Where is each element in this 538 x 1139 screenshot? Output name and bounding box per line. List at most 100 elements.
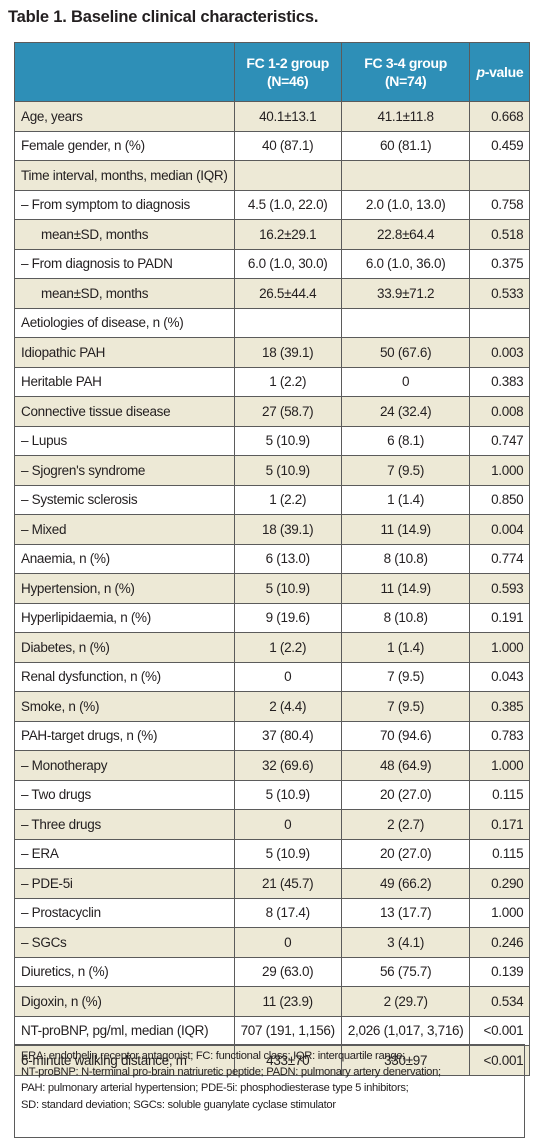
header-empty-cell — [14, 42, 235, 102]
fc34-value-cell: 330±97 — [340, 1045, 471, 1076]
table-row: Idiopathic PAH 18 (39.1) 50 (67.6) 0.003 — [14, 337, 531, 368]
fc12-value-cell: 4.5 (1.0, 22.0) — [233, 189, 342, 220]
row-label-cell: – Sjogren's syndrome — [14, 455, 235, 486]
row-label-cell: Time interval, months, median (IQR) — [14, 160, 235, 191]
table-row: Renal dysfunction, n (%) 0 7 (9.5) 0.043 — [14, 661, 531, 692]
fc34-value-cell: 11 (14.9) — [340, 514, 471, 545]
fc12-value-cell: 6.0 (1.0, 30.0) — [233, 248, 342, 279]
row-label-cell: – Lupus — [14, 425, 235, 456]
footnote-line: NT-proBNP: N-terminal pro-brain natriure… — [21, 1066, 441, 1079]
fc34-value-cell: 33.9±71.2 — [340, 278, 471, 309]
fc12-value-cell: 1 (2.2) — [233, 632, 342, 663]
row-label-cell: – ERA — [14, 838, 235, 869]
table-row: mean±SD, months 26.5±44.4 33.9±71.2 0.533 — [14, 278, 531, 309]
row-label-cell: Hypertension, n (%) — [14, 573, 235, 604]
p-value-cell: 0.004 — [469, 514, 531, 545]
fc12-value-cell: 707 (191, 1,156) — [233, 1015, 342, 1046]
fc12-value-cell: 40.1±13.1 — [233, 101, 342, 132]
fc12-value-cell: 5 (10.9) — [233, 838, 342, 869]
fc34-value-cell: 50 (67.6) — [340, 337, 471, 368]
p-value-cell: 0.459 — [469, 130, 531, 161]
table-footnote: ERA: endothelin receptor antagonist; FC:… — [14, 1044, 525, 1138]
p-value-cell: 0.115 — [469, 838, 531, 869]
row-label-cell: Hyperlipidaemia, n (%) — [14, 602, 235, 633]
p-value-cell — [469, 160, 531, 191]
table-header-row: FC 1-2 group (N=46) FC 3-4 group (N=74) … — [14, 42, 531, 102]
table-row: – PDE-5i 21 (45.7) 49 (66.2) 0.290 — [14, 868, 531, 899]
fc34-value-cell: 1 (1.4) — [340, 484, 471, 515]
header-fc12-line2: (N=46) — [267, 73, 309, 89]
table-row: – Prostacyclin 8 (17.4) 13 (17.7) 1.000 — [14, 897, 531, 928]
row-label-cell: – Prostacyclin — [14, 897, 235, 928]
p-value-cell: 0.043 — [469, 661, 531, 692]
fc12-value-cell: 433±70 — [233, 1045, 342, 1076]
p-value-cell: 0.383 — [469, 366, 531, 397]
p-value-cell: 0.533 — [469, 278, 531, 309]
table-row: – Sjogren's syndrome 5 (10.9) 7 (9.5) 1.000 — [14, 455, 531, 486]
table-row: – Monotherapy 32 (69.6) 48 (64.9) 1.000 — [14, 750, 531, 781]
row-label-cell: – SGCs — [14, 927, 235, 958]
fc34-value-cell: 8 (10.8) — [340, 602, 471, 633]
p-value-cell: 1.000 — [469, 455, 531, 486]
fc12-value-cell: 9 (19.6) — [233, 602, 342, 633]
row-label-cell: – From diagnosis to PADN — [14, 248, 235, 279]
fc12-value-cell: 32 (69.6) — [233, 750, 342, 781]
table-row: – Systemic sclerosis 1 (2.2) 1 (1.4) 0.850 — [14, 484, 531, 515]
fc34-value-cell: 7 (9.5) — [340, 691, 471, 722]
fc34-value-cell: 0 — [340, 366, 471, 397]
p-value-cell: 0.783 — [469, 720, 531, 751]
row-label-cell: – Three drugs — [14, 809, 235, 840]
table-row: Heritable PAH 1 (2.2) 0 0.383 — [14, 366, 531, 397]
p-value-cell: 0.747 — [469, 425, 531, 456]
row-label-cell: Age, years — [14, 101, 235, 132]
table-row: PAH-target drugs, n (%) 37 (80.4) 70 (94.6… — [14, 720, 531, 751]
p-value-cell: 1.000 — [469, 897, 531, 928]
table-row: 6-minute walking distance, m 433±70 330±97… — [14, 1045, 531, 1076]
row-label-cell: Aetiologies of disease, n (%) — [14, 307, 235, 338]
p-value-cell: 0.246 — [469, 927, 531, 958]
table-row: NT-proBNP, pg/ml, median (IQR) 707 (191, … — [14, 1015, 531, 1046]
fc12-value-cell: 0 — [233, 927, 342, 958]
fc34-value-cell: 60 (81.1) — [340, 130, 471, 161]
fc34-value-cell: 11 (14.9) — [340, 573, 471, 604]
header-fc34-line1: FC 3-4 group — [364, 55, 447, 71]
row-label-cell: Renal dysfunction, n (%) — [14, 661, 235, 692]
row-label-cell: Smoke, n (%) — [14, 691, 235, 722]
fc34-value-cell: 6 (8.1) — [340, 425, 471, 456]
table-row: Digoxin, n (%) 11 (23.9) 2 (29.7) 0.534 — [14, 986, 531, 1017]
p-value-cell: 0.171 — [469, 809, 531, 840]
fc12-value-cell: 26.5±44.4 — [233, 278, 342, 309]
p-value-cell: 0.191 — [469, 602, 531, 633]
p-value-cell: 0.758 — [469, 189, 531, 220]
table-row: mean±SD, months 16.2±29.1 22.8±64.4 0.518 — [14, 219, 531, 250]
fc34-value-cell — [340, 307, 471, 338]
table-title: Table 1. Baseline clinical characteristi… — [8, 8, 319, 26]
table-row: – Mixed 18 (39.1) 11 (14.9) 0.004 — [14, 514, 531, 545]
fc12-value-cell: 5 (10.9) — [233, 425, 342, 456]
row-label-cell: Idiopathic PAH — [14, 337, 235, 368]
fc12-value-cell: 5 (10.9) — [233, 455, 342, 486]
p-value-cell: 0.003 — [469, 337, 531, 368]
row-label-cell: Digoxin, n (%) — [14, 986, 235, 1017]
row-label-cell: Diabetes, n (%) — [14, 632, 235, 663]
fc12-value-cell: 18 (39.1) — [233, 514, 342, 545]
fc12-value-cell: 8 (17.4) — [233, 897, 342, 928]
fc34-value-cell: 2 (2.7) — [340, 809, 471, 840]
p-value-cell: 0.290 — [469, 868, 531, 899]
fc34-value-cell: 22.8±64.4 — [340, 219, 471, 250]
table-row: Diabetes, n (%) 1 (2.2) 1 (1.4) 1.000 — [14, 632, 531, 663]
p-value-cell: 0.850 — [469, 484, 531, 515]
header-pvalue-italic: p — [476, 64, 485, 80]
fc34-value-cell: 48 (64.9) — [340, 750, 471, 781]
fc34-value-cell: 56 (75.7) — [340, 956, 471, 987]
footnote-line: ERA: endothelin receptor antagonist; FC:… — [21, 1050, 405, 1062]
fc34-value-cell: 7 (9.5) — [340, 661, 471, 692]
fc12-value-cell: 27 (58.7) — [233, 396, 342, 427]
table-row: – ERA 5 (10.9) 20 (27.0) 0.115 — [14, 838, 531, 869]
p-value-cell: 0.385 — [469, 691, 531, 722]
fc34-value-cell: 49 (66.2) — [340, 868, 471, 899]
fc12-value-cell: 37 (80.4) — [233, 720, 342, 751]
table-row: – From symptom to diagnosis 4.5 (1.0, 22.… — [14, 189, 531, 220]
table-row: Age, years 40.1±13.1 41.1±11.8 0.668 — [14, 101, 531, 132]
p-value-cell: 0.774 — [469, 543, 531, 574]
